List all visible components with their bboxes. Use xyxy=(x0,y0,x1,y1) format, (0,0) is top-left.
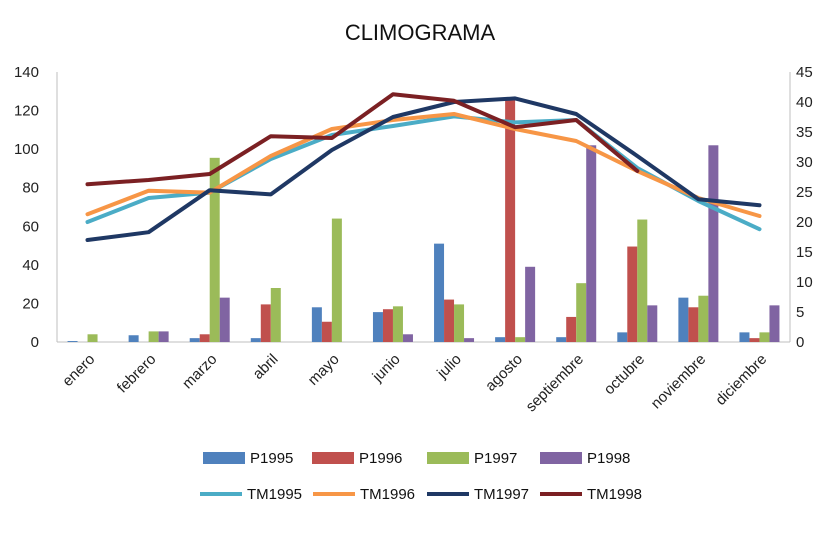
legend-label-p1998: P1998 xyxy=(587,450,630,467)
y-right-tick-label: 20 xyxy=(796,214,813,231)
line-tm1998 xyxy=(85,92,640,187)
bar-p1997 xyxy=(759,332,770,342)
bar-p1997 xyxy=(698,295,709,342)
x-tick-label: mayo xyxy=(305,351,343,389)
x-tick-label: septiembre xyxy=(523,351,587,415)
y-left-tick-label: 40 xyxy=(22,257,39,274)
legend-swatch-p1996 xyxy=(312,452,354,464)
bar-p1998 xyxy=(402,334,413,342)
bar-p1997 xyxy=(148,331,159,342)
y-left-tick-label: 0 xyxy=(31,334,39,351)
bar-p1996 xyxy=(566,316,577,342)
y-right-tick-label: 15 xyxy=(796,244,813,261)
bar-p1997 xyxy=(576,283,587,342)
line-tm1996 xyxy=(85,112,762,218)
bar-p1995 xyxy=(189,338,200,342)
x-tick-label: junio xyxy=(369,351,404,386)
bar-p1996 xyxy=(749,338,760,342)
bars xyxy=(67,99,780,342)
legend-label-tm1998: TM1998 xyxy=(587,486,642,503)
y-right-tick-label: 10 xyxy=(796,274,813,291)
y-left-tick-label: 140 xyxy=(14,64,39,81)
x-tick-label: diciembre xyxy=(712,351,770,409)
bar-p1997 xyxy=(392,306,403,342)
bar-p1996 xyxy=(382,309,393,342)
y-left-tick-label: 20 xyxy=(22,295,39,312)
legend-label-p1997: P1997 xyxy=(474,450,517,467)
bar-p1998 xyxy=(769,305,780,342)
bar-p1997 xyxy=(637,219,648,342)
bar-p1997 xyxy=(270,288,281,342)
bar-p1996 xyxy=(444,299,455,342)
y-right-tick-label: 30 xyxy=(796,154,813,171)
y-right-tick-label: 25 xyxy=(796,184,813,201)
bar-p1996 xyxy=(627,246,638,342)
x-tick-label: octubre xyxy=(601,351,648,398)
y-right-tick-label: 5 xyxy=(796,304,804,321)
bar-p1998 xyxy=(464,338,475,342)
bar-p1995 xyxy=(678,297,689,342)
y-right-tick-label: 35 xyxy=(796,124,813,141)
legend-label-tm1995: TM1995 xyxy=(247,486,302,503)
legend-swatch-p1995 xyxy=(203,452,245,464)
x-tick-label: abril xyxy=(250,351,282,383)
lines xyxy=(85,92,762,242)
bar-p1995 xyxy=(434,243,445,342)
bar-p1997 xyxy=(515,337,526,342)
bar-p1998 xyxy=(708,145,719,342)
bar-p1998 xyxy=(158,331,169,342)
bar-p1998 xyxy=(647,305,658,342)
bar-p1995 xyxy=(372,312,383,342)
legend-label-p1996: P1996 xyxy=(359,450,402,467)
bar-p1998 xyxy=(219,297,230,342)
y-left-tick-label: 60 xyxy=(22,218,39,235)
x-tick-label: julio xyxy=(433,351,465,383)
bar-p1995 xyxy=(128,335,139,342)
y-right-tick-label: 45 xyxy=(796,64,813,81)
legend-swatch-p1998 xyxy=(540,452,582,464)
bar-p1997 xyxy=(331,218,342,342)
bar-p1997 xyxy=(454,304,465,342)
bar-p1995 xyxy=(495,337,506,342)
bar-p1996 xyxy=(505,99,516,342)
bar-p1995 xyxy=(311,307,322,342)
x-tick-label: enero xyxy=(59,351,98,390)
x-tick-label: febrero xyxy=(114,351,160,397)
bar-p1996 xyxy=(260,304,271,342)
legend-swatch-p1997 xyxy=(427,452,469,464)
bar-p1996 xyxy=(688,307,699,342)
bar-p1995 xyxy=(556,337,567,342)
x-tick-label: marzo xyxy=(179,351,220,392)
line-tm1997 xyxy=(85,96,762,242)
legend-label-tm1997: TM1997 xyxy=(474,486,529,503)
bar-p1997 xyxy=(87,334,98,342)
y-left-tick-label: 80 xyxy=(22,180,39,197)
bar-p1998 xyxy=(525,266,536,342)
y-right-tick-label: 0 xyxy=(796,334,804,351)
bar-p1995 xyxy=(617,332,628,342)
bar-p1995 xyxy=(67,341,78,342)
bar-p1997 xyxy=(209,157,220,342)
chart-title: CLIMOGRAMA xyxy=(345,20,496,45)
x-tick-label: agosto xyxy=(482,351,526,395)
y-left-tick-label: 100 xyxy=(14,141,39,158)
bar-p1995 xyxy=(739,332,750,342)
legend-label-p1995: P1995 xyxy=(250,450,293,467)
x-tick-label: noviembre xyxy=(648,351,710,413)
bar-p1995 xyxy=(250,338,261,342)
y-right-tick-label: 40 xyxy=(796,94,813,111)
legend-label-tm1996: TM1996 xyxy=(360,486,415,503)
bar-p1996 xyxy=(321,321,332,342)
bar-p1996 xyxy=(199,334,210,342)
bar-p1998 xyxy=(586,145,597,342)
legend: P1995 P1996 P1997 P1998 TM1995 TM1996 TM1997 TM… xyxy=(200,450,642,503)
y-left-tick-label: 120 xyxy=(14,103,39,120)
